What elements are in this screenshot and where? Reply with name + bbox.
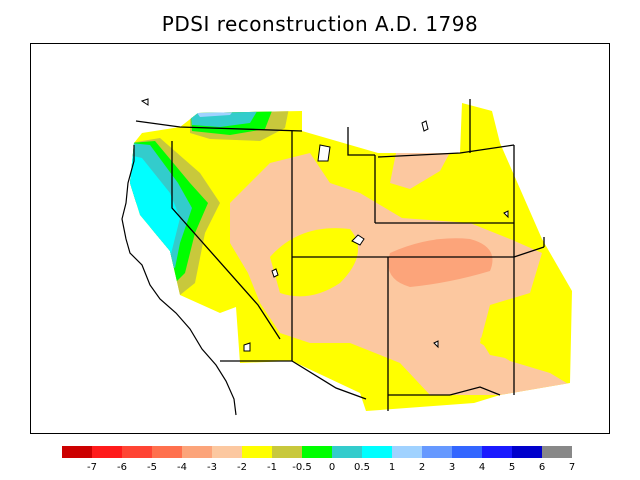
legend-swatch bbox=[242, 446, 272, 458]
legend-swatch bbox=[362, 446, 392, 458]
coastline bbox=[121, 145, 237, 416]
legend-swatch bbox=[182, 446, 212, 458]
legend-label: 2 bbox=[419, 462, 425, 472]
legend-colorbar: -7 -6 -5 -4 -3 -2 -1 -0.5 0 0.5 1 2 3 4 5 6 7 bbox=[62, 446, 575, 472]
legend-swatch bbox=[302, 446, 332, 458]
legend-label: 3 bbox=[449, 462, 455, 472]
legend-label: -3 bbox=[207, 462, 217, 472]
legend-label: 0.5 bbox=[354, 462, 370, 472]
legend-label: -7 bbox=[87, 462, 97, 472]
map-title: PDSI reconstruction A.D. 1798 bbox=[161, 12, 479, 36]
pdsi-map bbox=[30, 43, 610, 434]
region-yellow-south bbox=[480, 293, 570, 373]
legend-label: -1 bbox=[267, 462, 277, 472]
water-features bbox=[140, 98, 509, 352]
legend-swatch bbox=[512, 446, 542, 458]
legend-swatch bbox=[272, 446, 302, 458]
legend-label: -4 bbox=[177, 462, 187, 472]
legend-swatch bbox=[152, 446, 182, 458]
legend-swatch bbox=[92, 446, 122, 458]
legend-label: 0 bbox=[329, 462, 335, 472]
legend-swatch bbox=[482, 446, 512, 458]
legend-label: 5 bbox=[509, 462, 515, 472]
region-cyan-band bbox=[130, 153, 180, 258]
legend-label: 7 bbox=[569, 462, 575, 472]
legend-label: -2 bbox=[237, 462, 247, 472]
state-boundaries bbox=[135, 99, 545, 411]
legend-swatch bbox=[62, 446, 92, 458]
legend-swatch bbox=[122, 446, 152, 458]
legend-swatch bbox=[422, 446, 452, 458]
legend-label: 4 bbox=[479, 462, 485, 472]
region-orange-core bbox=[388, 238, 493, 287]
legend-label: 6 bbox=[539, 462, 545, 472]
legend-label: 1 bbox=[389, 462, 395, 472]
legend-label: -5 bbox=[147, 462, 157, 472]
legend-swatch bbox=[542, 446, 572, 458]
legend-swatch bbox=[212, 446, 242, 458]
legend-swatch bbox=[452, 446, 482, 458]
legend-label: -6 bbox=[117, 462, 127, 472]
legend-swatch bbox=[332, 446, 362, 458]
legend-swatch bbox=[392, 446, 422, 458]
legend-label: -0.5 bbox=[292, 462, 312, 472]
